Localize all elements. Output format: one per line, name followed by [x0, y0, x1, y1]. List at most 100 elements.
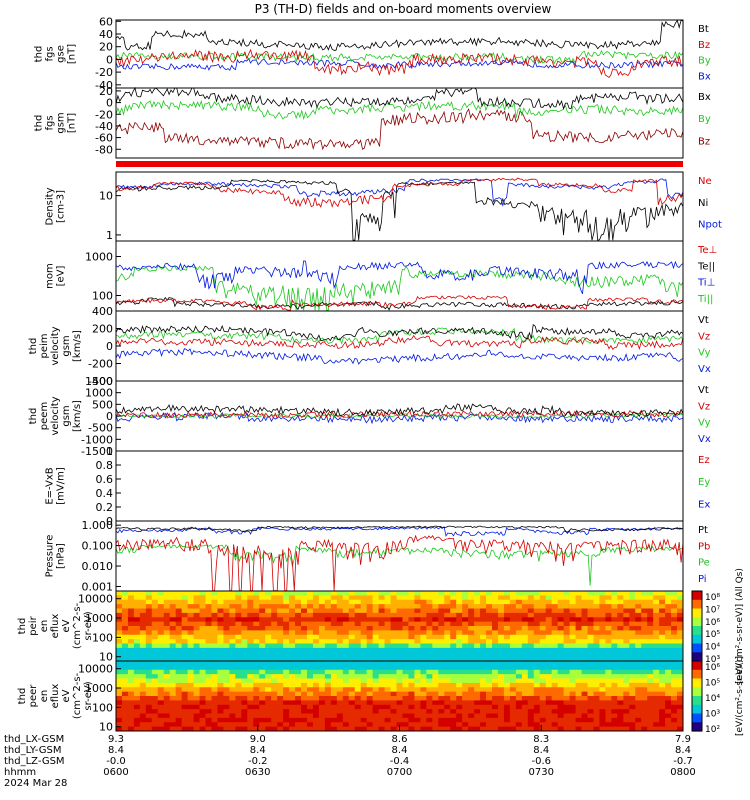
spectrogram-cell — [581, 595, 588, 601]
spectrogram-cell — [253, 634, 260, 640]
spectrogram-cell — [169, 678, 177, 684]
spectrogram-cell — [283, 726, 290, 732]
spectrogram-cell — [330, 643, 338, 649]
spectrogram-cell — [623, 691, 630, 697]
spectrogram-cell — [199, 591, 206, 596]
y-axis-label: gsm — [61, 405, 72, 426]
spectrogram-cell — [515, 612, 523, 618]
spectrogram-cell — [533, 621, 541, 627]
spectrogram-cell — [665, 643, 672, 649]
spectrogram-cell — [581, 630, 588, 636]
spectrogram-cell — [247, 696, 254, 701]
spectrogram-cell — [259, 591, 266, 596]
spectrogram-cell — [295, 599, 302, 605]
spectrogram-cell — [193, 591, 200, 596]
spectrogram-cell — [121, 661, 129, 666]
spectrogram-cell — [301, 669, 308, 675]
spectrogram-cell — [229, 643, 236, 649]
spectrogram-cell — [641, 674, 648, 679]
spectrogram-cell — [205, 591, 212, 596]
spectrogram-cell — [545, 717, 553, 723]
spectrogram-cell — [665, 634, 672, 640]
spectrogram-cell — [444, 630, 451, 636]
spectrogram-cell — [127, 704, 135, 710]
spectrogram-cell — [163, 617, 171, 623]
spectrogram-cell — [653, 639, 660, 644]
spectrogram-cell — [551, 639, 559, 644]
spectrogram-cell — [402, 608, 409, 614]
spectrogram-cell — [486, 717, 493, 723]
spectrogram-cell — [390, 661, 397, 666]
spectrogram-cell — [545, 626, 553, 631]
y-axis-label: [nT] — [67, 113, 78, 133]
spectrogram-cell — [599, 595, 606, 601]
spectrogram-cell — [569, 608, 576, 614]
spectrogram-cell — [641, 669, 648, 675]
spectrogram-cell — [372, 630, 380, 636]
spectrogram-cell — [354, 599, 362, 605]
spectrogram-cell — [205, 599, 212, 605]
spectrogram-cell — [312, 612, 320, 618]
spectrogram-cell — [289, 709, 296, 714]
spectrogram-cell — [295, 591, 302, 596]
spectrogram-cell — [563, 722, 570, 728]
spectrogram-cell — [295, 661, 302, 666]
spectrogram-cell — [342, 687, 350, 693]
spectrogram-cell — [509, 678, 517, 684]
spectrogram-cell — [211, 696, 218, 701]
spectrogram-cell — [665, 599, 672, 605]
spectrogram-cell — [145, 608, 153, 614]
spectrogram-cell — [677, 696, 684, 701]
spectrogram-cell — [151, 665, 159, 671]
spectrogram-cell — [348, 621, 356, 627]
spectrogram-cell — [432, 713, 439, 719]
spectrogram-cell — [366, 591, 374, 596]
spectrogram-cell — [402, 678, 409, 684]
spectrogram-cell — [647, 652, 654, 658]
spectrogram-cell — [671, 687, 678, 693]
spectrogram-cell — [647, 630, 654, 636]
spectrogram-cell — [474, 687, 481, 693]
spectrogram-cell — [515, 661, 523, 666]
spectrogram-cell — [480, 726, 487, 732]
spectrogram-cell — [265, 626, 272, 631]
spectrogram-cell — [533, 665, 541, 671]
spectrogram-cell — [157, 682, 165, 688]
spectrogram-cell — [187, 621, 194, 627]
spectrogram-cell — [486, 713, 493, 719]
spectrogram-cell — [390, 713, 397, 719]
spectrogram-cell — [497, 661, 505, 666]
spectrogram-cell — [587, 630, 594, 636]
x-tick-label: -0.4 — [390, 756, 410, 767]
spectrogram-cell — [486, 656, 493, 662]
spectrogram-cell — [348, 647, 356, 653]
spectrogram-cell — [348, 626, 356, 631]
spectrogram-cell — [641, 665, 648, 671]
spectrogram-cell — [223, 709, 230, 714]
spectrogram-cell — [659, 617, 666, 623]
spectrogram-cell — [623, 617, 630, 623]
spectrogram-cell — [193, 630, 200, 636]
spectrogram-cell — [253, 682, 260, 688]
spectrogram-cell — [408, 643, 415, 649]
spectrogram-cell — [277, 608, 284, 614]
spectrogram-cell — [426, 604, 433, 609]
spectrogram-cell — [390, 717, 397, 723]
spectrogram-cell — [378, 652, 385, 658]
spectrogram-cell — [175, 617, 183, 623]
spectrogram-cell — [187, 674, 194, 679]
spectrogram-cell — [587, 634, 594, 640]
spectrogram-cell — [557, 665, 565, 671]
spectrogram-cell — [414, 612, 421, 618]
spectrogram-cell — [211, 665, 218, 671]
spectrogram-cell — [605, 700, 612, 706]
spectrogram-cell — [271, 661, 278, 666]
spectrogram-cell — [641, 626, 648, 631]
spectrogram-cell — [551, 713, 559, 719]
spectrogram-cell — [515, 669, 523, 675]
spectrogram-cell — [324, 674, 332, 679]
spectrogram-cell — [306, 652, 314, 658]
spectrogram-cell — [301, 682, 308, 688]
